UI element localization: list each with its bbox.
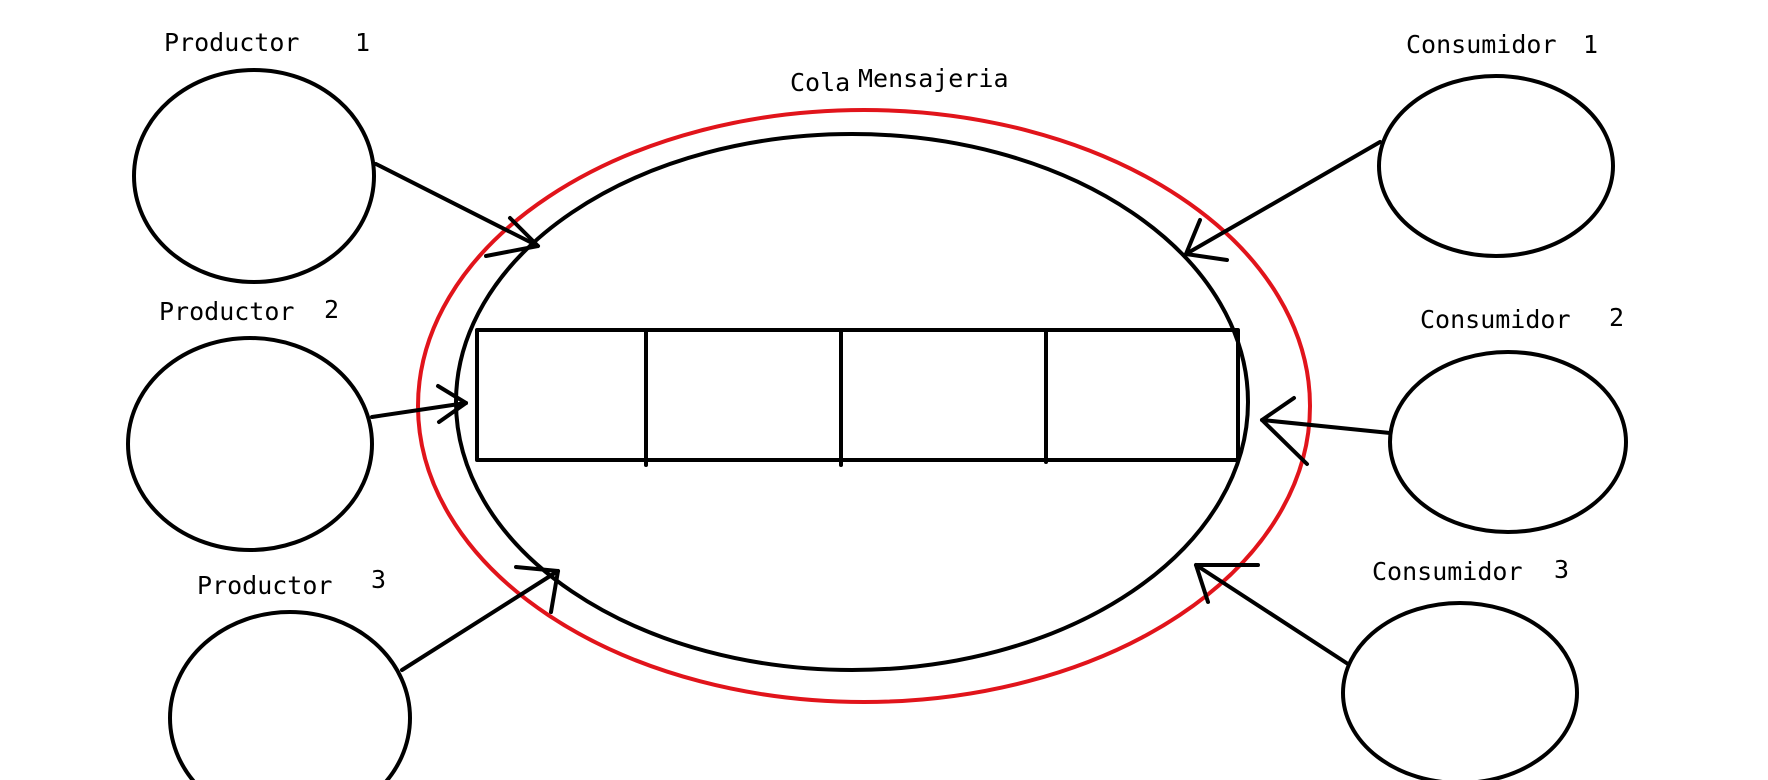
consumer-1-node — [1377, 74, 1615, 258]
producer-3-label: Productor — [197, 571, 332, 600]
queue-outer-ring — [416, 108, 1312, 704]
producer-1-arrowhead — [484, 216, 540, 258]
queue-label-cola: Cola — [790, 68, 850, 97]
consumer-2-node — [1388, 350, 1628, 534]
producer-3: Productor 3 — [168, 565, 560, 780]
consumer-2: Consumidor 2 — [1260, 303, 1628, 534]
producer-3-number: 3 — [371, 565, 386, 594]
producer-2-arrowhead — [436, 384, 468, 424]
consumer-1-label: Consumidor — [1406, 30, 1557, 59]
consumer-2-arrowhead — [1260, 396, 1309, 466]
producer-3-arrow — [400, 569, 560, 672]
consumer-1-arrowhead — [1184, 218, 1229, 262]
queue-label-mensajeria: Mensajeria — [858, 64, 1009, 93]
consumer-1-number: 1 — [1583, 30, 1598, 59]
consumer-3: Consumidor 3 — [1194, 555, 1579, 780]
producer-2-node — [126, 336, 374, 552]
producer-2-label: Productor — [159, 297, 294, 326]
consumer-2-number: 2 — [1609, 303, 1624, 332]
producer-1-number: 1 — [355, 28, 370, 57]
producer-1-node — [132, 68, 376, 284]
consumer-3-arrow — [1194, 563, 1350, 666]
consumer-1-arrow — [1184, 140, 1382, 256]
consumer-3-label: Consumidor — [1372, 557, 1523, 586]
producer-1-arrow — [374, 162, 540, 248]
consumer-1: Consumidor 1 — [1184, 30, 1615, 262]
queue-slots-frame — [475, 328, 1240, 462]
producer-2: Productor 2 — [126, 295, 468, 552]
consumer-3-node — [1341, 601, 1579, 780]
producer-3-arrowhead — [514, 565, 560, 614]
queue-boundary — [454, 132, 1250, 672]
consumer-3-number: 3 — [1554, 555, 1569, 584]
consumer-3-arrowhead — [1194, 563, 1260, 604]
consumer-2-arrow — [1260, 418, 1392, 435]
producer-1: Productor 1 — [132, 28, 540, 284]
producer-1-label: Productor — [164, 28, 299, 57]
queue-slots — [475, 328, 1240, 467]
producer-2-number: 2 — [324, 295, 339, 324]
producer-3-node — [168, 610, 412, 780]
consumer-2-label: Consumidor — [1420, 305, 1571, 334]
producer-2-arrow — [370, 401, 468, 419]
